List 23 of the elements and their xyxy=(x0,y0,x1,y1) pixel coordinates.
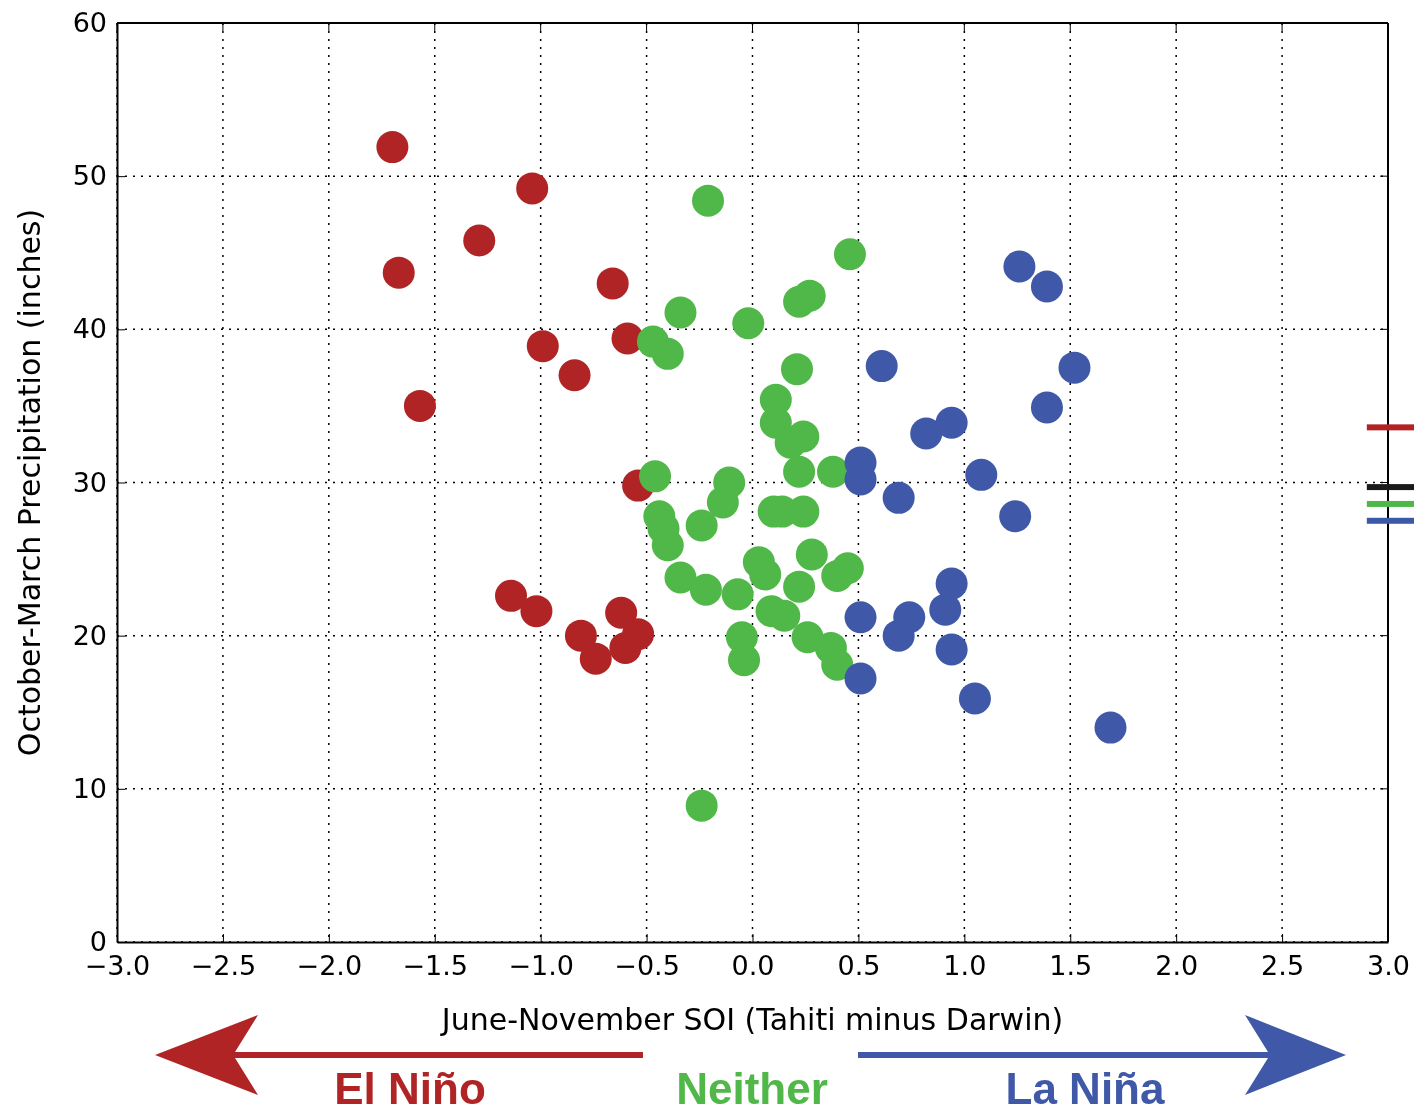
y-tick-label: 50 xyxy=(72,160,107,192)
x-tick-label: −2.0 xyxy=(296,950,363,982)
text: La Niña xyxy=(1005,1064,1165,1113)
x-tick-label: 3.0 xyxy=(1367,950,1410,982)
y-tick-label: 20 xyxy=(72,619,107,651)
y-tick-label: 30 xyxy=(72,466,107,498)
x-tick-label: 0.0 xyxy=(731,950,775,982)
x-tick-label: −0.5 xyxy=(614,950,680,982)
x-tick-label: −1.0 xyxy=(508,950,574,982)
x-tick-label: 1.5 xyxy=(1049,950,1093,982)
y-tick-label: 40 xyxy=(72,313,107,345)
y-tick-label: 10 xyxy=(72,772,107,804)
x-axis-title: June-November SOI (Tahiti minus Darwin) xyxy=(439,1002,1064,1037)
text: Neither xyxy=(676,1064,828,1113)
y-tick-label: 60 xyxy=(72,7,107,39)
x-tick-label: 2.0 xyxy=(1155,950,1199,982)
y-axis-title: October-March Precipitation (inches) xyxy=(12,208,47,757)
x-tick-label: 0.5 xyxy=(837,950,881,982)
x-tick-label: 2.5 xyxy=(1261,950,1305,982)
text: El Niño xyxy=(334,1064,486,1113)
x-tick-label: −2.5 xyxy=(190,950,257,982)
x-tick-label: −1.5 xyxy=(402,950,469,982)
x-tick-label: 1.0 xyxy=(943,950,987,982)
